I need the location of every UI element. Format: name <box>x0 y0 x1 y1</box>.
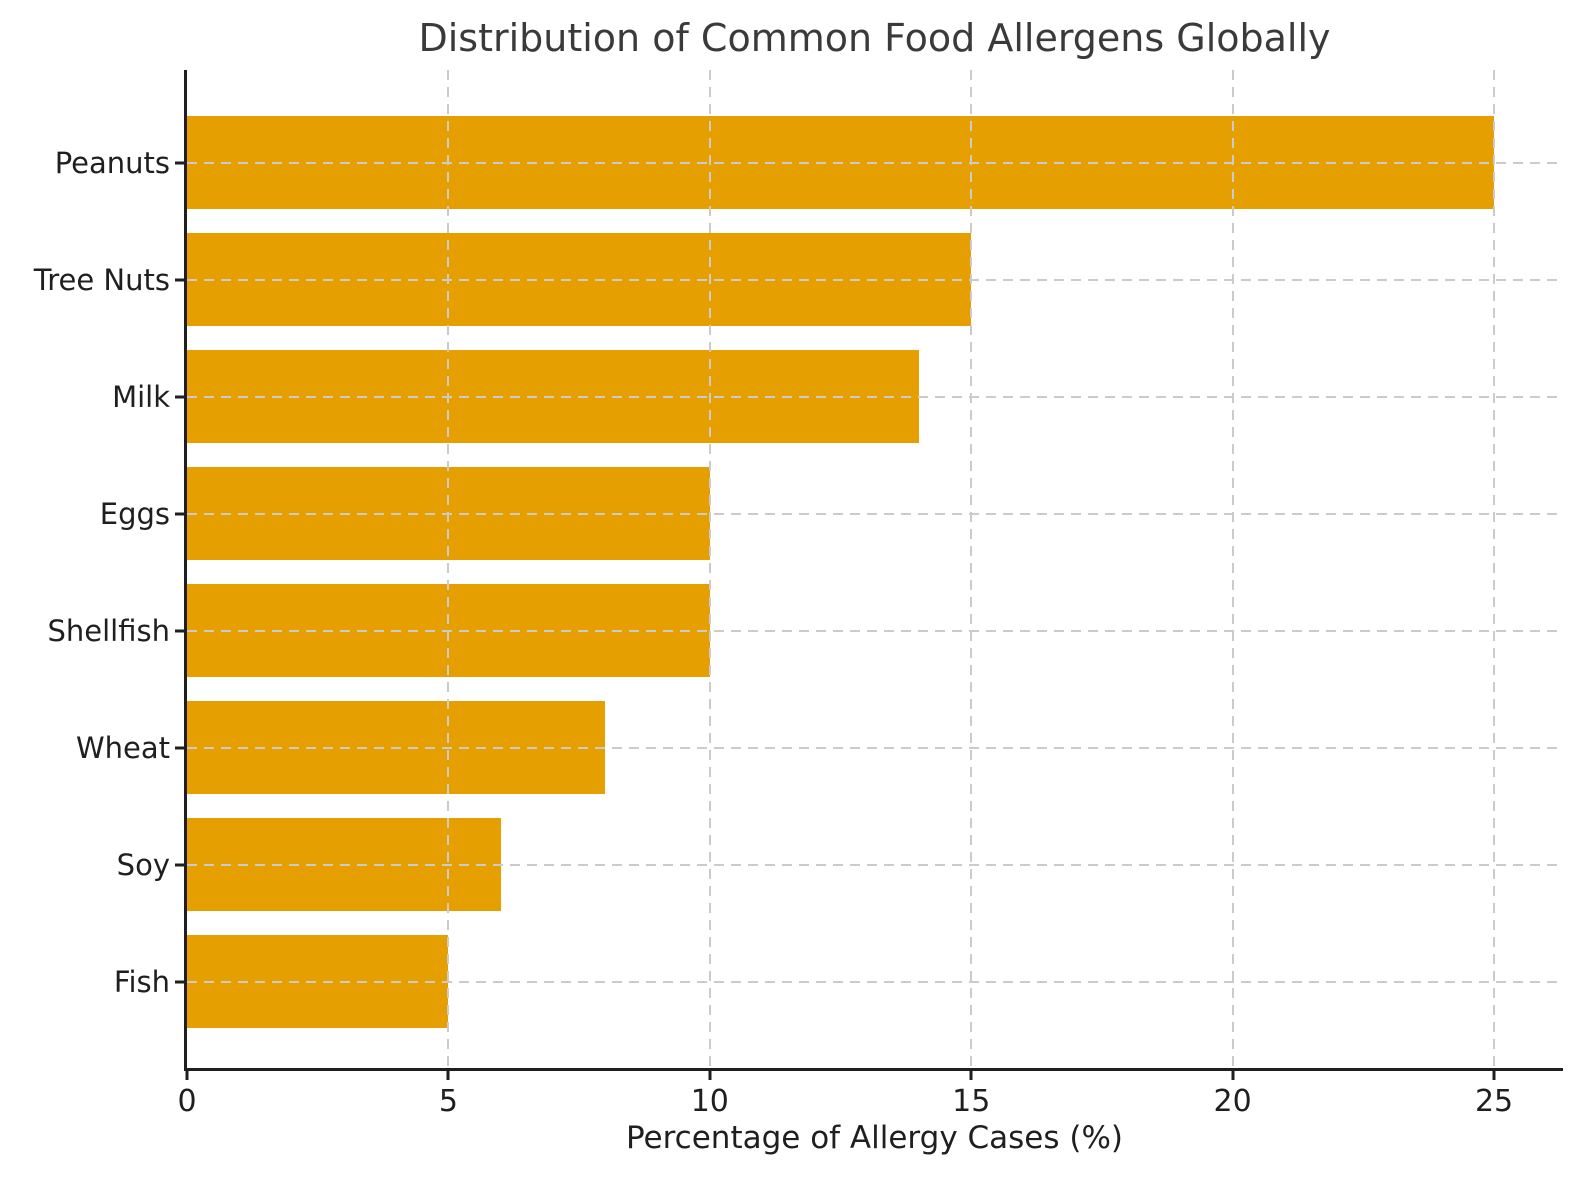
x-tick-label: 0 <box>177 1084 197 1119</box>
x-tick-mark <box>969 1071 973 1080</box>
y-tick-mark <box>175 512 184 515</box>
y-tick-mark <box>175 161 184 164</box>
y-tick-label: Milk <box>112 379 170 414</box>
x-tick-mark <box>446 1071 450 1080</box>
x-gridline <box>447 70 450 1068</box>
y-tick-mark <box>175 746 184 749</box>
x-gridline <box>1493 70 1496 1068</box>
x-tick-label: 10 <box>690 1084 729 1119</box>
y-gridline <box>187 746 1562 749</box>
x-axis-spine <box>184 1068 1563 1071</box>
x-gridline <box>970 70 973 1068</box>
y-tick-mark <box>175 863 184 866</box>
y-tick-label: Fish <box>113 964 170 999</box>
y-tick-label: Wheat <box>75 730 170 765</box>
y-gridline <box>187 278 1562 281</box>
x-tick-label: 15 <box>952 1084 991 1119</box>
y-tick-label: Peanuts <box>54 145 170 180</box>
y-tick-label: Tree Nuts <box>33 262 170 297</box>
x-tick-label: 25 <box>1474 1084 1514 1119</box>
y-gridline <box>187 629 1562 632</box>
x-gridline <box>708 70 711 1068</box>
x-gridline <box>1231 70 1234 1068</box>
y-tick-label: Shellfish <box>47 613 171 648</box>
x-tick-mark <box>1492 1071 1496 1080</box>
y-axis-spine <box>184 70 187 1071</box>
x-tick-mark <box>185 1071 189 1080</box>
x-tick-mark <box>1231 1071 1235 1080</box>
y-gridline <box>187 980 1562 983</box>
y-tick-mark <box>175 278 184 281</box>
x-tick-label: 5 <box>438 1084 458 1119</box>
y-gridline <box>187 161 1562 164</box>
y-tick-mark <box>175 629 184 632</box>
y-tick-mark <box>175 395 184 398</box>
x-tick-mark <box>708 1071 712 1080</box>
plot-area <box>175 70 1562 1080</box>
y-gridline <box>187 863 1562 866</box>
x-axis-label: Percentage of Allergy Cases (%) <box>625 1120 1124 1156</box>
x-tick-label: 20 <box>1213 1084 1252 1119</box>
y-tick-label: Eggs <box>99 496 170 531</box>
y-tick-label: Soy <box>116 847 170 882</box>
y-gridline <box>187 395 1562 398</box>
y-tick-mark <box>175 980 184 983</box>
chart-title: Distribution of Common Food Allergens Gl… <box>418 16 1331 60</box>
y-gridline <box>187 512 1562 515</box>
